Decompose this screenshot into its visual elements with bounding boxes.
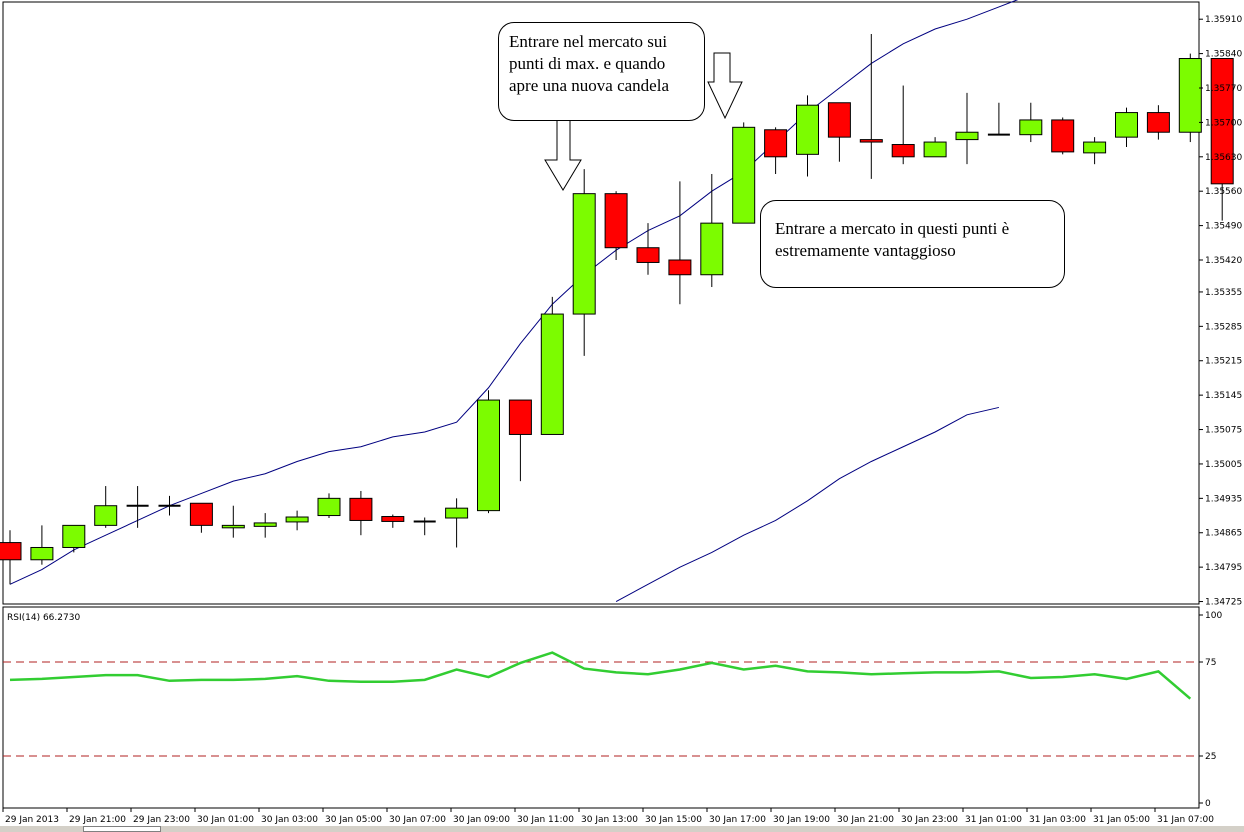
time-tick-label: 31 Jan 07:00: [1157, 815, 1214, 825]
candle-down: [668, 259, 692, 276]
time-tick-label: 30 Jan 19:00: [773, 815, 830, 825]
candle-up: [253, 522, 277, 527]
time-tick-label: 30 Jan 07:00: [389, 815, 446, 825]
candle-up: [1083, 141, 1107, 154]
candle-up: [30, 546, 54, 561]
candle-down: [189, 502, 213, 526]
time-tick-label: 30 Jan 21:00: [837, 815, 894, 825]
price-tick-label: 1.35075: [1205, 426, 1242, 436]
price-tick-label: 1.35420: [1205, 256, 1242, 266]
price-tick-label: 1.34795: [1205, 563, 1242, 573]
price-tick-label: 1.34725: [1205, 598, 1242, 608]
candle-up: [923, 141, 947, 158]
candle-up: [1178, 58, 1202, 133]
time-tick-label: 30 Jan 03:00: [261, 815, 318, 825]
candle-down: [827, 102, 851, 138]
time-tick-label: 31 Jan 01:00: [965, 815, 1022, 825]
candle-up: [221, 524, 245, 529]
price-tick-label: 1.35770: [1205, 84, 1242, 94]
time-tick-label: 30 Jan 23:00: [901, 815, 958, 825]
candle-up: [700, 222, 724, 276]
candle-up: [62, 524, 86, 548]
candle-down: [0, 542, 22, 561]
candle-up: [445, 507, 469, 519]
annotation-callout-2: Entrare a mercato in questi punti è estr…: [760, 200, 1065, 288]
candle-up: [94, 505, 118, 526]
price-tick-label: 1.34935: [1205, 494, 1242, 504]
price-tick-label: 1.35700: [1205, 118, 1242, 128]
candle-up: [285, 516, 309, 523]
rsi-layer: [3, 651, 1199, 757]
time-tick-label: 29 Jan 21:00: [69, 815, 126, 825]
chart-tab-bar: [0, 826, 1244, 832]
price-tick-label: 1.35215: [1205, 357, 1242, 367]
price-tick-label: 1.35145: [1205, 391, 1242, 401]
time-tick-label: 30 Jan 15:00: [645, 815, 702, 825]
time-tick-label: 30 Jan 13:00: [581, 815, 638, 825]
candle-down: [349, 497, 373, 521]
rsi-tick-label: 25: [1205, 752, 1216, 762]
price-tick-label: 1.35005: [1205, 460, 1242, 470]
price-tick-label: 1.34865: [1205, 529, 1242, 539]
candle-down: [381, 516, 405, 522]
chart-tab-active[interactable]: [83, 826, 161, 832]
price-tick-label: 1.35630: [1205, 153, 1242, 163]
ma-slow-line: [615, 406, 1000, 602]
price-tick-label: 1.35285: [1205, 322, 1242, 332]
price-tick-label: 1.35840: [1205, 50, 1242, 60]
candle-down: [764, 129, 788, 158]
candle-up: [317, 497, 341, 517]
down-arrow-2: [707, 52, 743, 120]
price-tick-label: 1.35355: [1205, 288, 1242, 298]
rsi-line: [9, 651, 1192, 700]
annotation-callout-1: Entrare nel mercato sui punti di max. e …: [498, 22, 705, 121]
rsi-label: RSI(14) 66.2730: [7, 613, 80, 623]
candle-up: [732, 126, 756, 224]
time-tick-label: 31 Jan 05:00: [1093, 815, 1150, 825]
candle-down: [1051, 119, 1075, 153]
price-tick-label: 1.35910: [1205, 15, 1242, 25]
candle-up: [1019, 119, 1043, 136]
rsi-tick-label: 75: [1205, 658, 1216, 668]
time-tick-label: 29 Jan 2013: [5, 815, 59, 825]
time-tick-label: 31 Jan 03:00: [1029, 815, 1086, 825]
rsi-tick-label: 0: [1205, 799, 1211, 809]
candle-down: [604, 193, 628, 249]
price-tick-label: 1.35560: [1205, 187, 1242, 197]
time-tick-label: 30 Jan 01:00: [197, 815, 254, 825]
candle-down: [636, 247, 660, 263]
time-tick-label: 30 Jan 11:00: [517, 815, 574, 825]
price-tick-label: 1.35490: [1205, 222, 1242, 232]
candle-down: [1210, 58, 1234, 185]
candle-up: [477, 399, 500, 512]
price-axis: 1.35910 1.35840 1.35770 1.35700 1.35630 1.355…: [1199, 15, 1242, 608]
rsi-tick-label: 100: [1205, 611, 1222, 621]
candle-up: [796, 104, 819, 155]
candle-down: [1146, 112, 1170, 133]
moving-average-layer: [9, 0, 1019, 602]
candle-up: [1115, 112, 1138, 138]
time-tick-label: 30 Jan 09:00: [453, 815, 510, 825]
rsi-pane: [2, 606, 1200, 809]
candle-down: [508, 399, 532, 435]
ma-fast-line: [9, 0, 1019, 585]
time-tick-label: 30 Jan 17:00: [709, 815, 766, 825]
time-tick-label: 29 Jan 23:00: [133, 815, 190, 825]
time-axis: 29 Jan 2013 29 Jan 21:00 29 Jan 23:00 30 Ja…: [2, 808, 1214, 825]
candle-up: [540, 313, 564, 435]
candle-up: [572, 193, 596, 315]
candle-up: [955, 131, 979, 141]
candle-down: [859, 139, 883, 143]
rsi-axis: 100 75 25 0: [1199, 611, 1222, 809]
time-tick-label: 30 Jan 05:00: [325, 815, 382, 825]
candle-down: [891, 144, 915, 158]
candles-layer: [0, 33, 1234, 585]
